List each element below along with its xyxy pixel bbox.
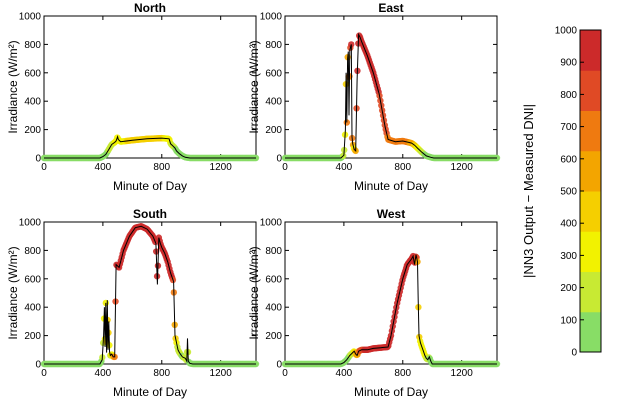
- y-tick-label: 0: [276, 360, 282, 371]
- series-line: [285, 32, 497, 159]
- x-tick-label: 1200: [210, 162, 233, 173]
- panel-west: 0 200 400 600 800 1000 0 400 800 1200 West Minute o…: [247, 207, 501, 399]
- y-tick-label: 600: [24, 274, 41, 285]
- y-tick-label: 600: [265, 274, 282, 285]
- y-tick-label: 200: [24, 331, 41, 342]
- panel-north: 0 200 400 600 800 1000 0 400 800 1200 North Minute …: [6, 1, 260, 193]
- y-axis-label: Irradiance (W/m²): [247, 40, 261, 133]
- chart-title: East: [378, 1, 403, 15]
- y-tick-label: 1000: [260, 12, 283, 23]
- colorbar-segment: [580, 191, 601, 232]
- plot-frame: [43, 15, 257, 159]
- y-tick-label: 1000: [19, 12, 42, 23]
- colorbar-tick-label: 700: [560, 122, 577, 133]
- y-tick-label: 800: [24, 40, 41, 51]
- y-tick-label: 0: [35, 360, 41, 371]
- x-tick-label: 400: [336, 162, 353, 173]
- colorbar-tick-label: 200: [560, 283, 577, 294]
- y-tick-label: 1000: [260, 218, 283, 229]
- plot-frame: [43, 221, 257, 365]
- colorbar-segment: [580, 271, 601, 313]
- x-axis-label: Minute of Day: [113, 385, 187, 399]
- series-line: [44, 225, 256, 365]
- plot-frame: [284, 221, 498, 365]
- plot-frame: [284, 15, 498, 159]
- y-tick-label: 200: [265, 331, 282, 342]
- x-tick-label: 400: [95, 162, 112, 173]
- chart-title: West: [377, 207, 405, 221]
- colorbar-tick-label: 600: [560, 154, 577, 165]
- error-markers: [40, 223, 260, 368]
- colorbar-segment: [580, 30, 601, 71]
- colorbar-segment: [580, 110, 601, 152]
- x-tick-label: 1200: [210, 368, 233, 379]
- x-axis-label: Minute of Day: [354, 179, 428, 193]
- x-tick-label: 400: [336, 368, 353, 379]
- colorbar-segment: [580, 311, 601, 353]
- colorbar-segment: [580, 231, 601, 272]
- y-tick-label: 800: [265, 246, 282, 257]
- x-tick-label: 1200: [451, 162, 474, 173]
- colorbar-tick-label: 800: [560, 90, 577, 101]
- x-tick-label: 0: [282, 368, 288, 379]
- x-tick-label: 800: [394, 368, 411, 379]
- y-tick-label: 200: [265, 125, 282, 136]
- x-tick-label: 0: [282, 162, 288, 173]
- x-tick-label: 400: [95, 368, 112, 379]
- x-tick-label: 0: [41, 162, 47, 173]
- x-axis-label: Minute of Day: [113, 179, 187, 193]
- panel-south: 0 200 400 600 800 1000 0 400 800 1200 South Minute …: [6, 207, 260, 399]
- y-tick-label: 400: [265, 303, 282, 314]
- colorbar-tick-label: 1000: [555, 26, 578, 37]
- colorbar-tick-label: 300: [560, 251, 577, 262]
- y-axis-label: Irradiance (W/m²): [6, 246, 20, 339]
- chart-title: South: [133, 207, 167, 221]
- x-tick-label: 800: [394, 162, 411, 173]
- y-tick-label: 800: [265, 40, 282, 51]
- y-tick-label: 1000: [19, 218, 42, 229]
- y-axis-label: Irradiance (W/m²): [6, 40, 20, 133]
- x-tick-label: 800: [153, 162, 170, 173]
- y-tick-label: 0: [276, 154, 282, 165]
- colorbar-segment: [580, 150, 601, 192]
- y-tick-label: 600: [265, 68, 282, 79]
- x-tick-label: 800: [153, 368, 170, 379]
- colorbar-tick-label: 400: [560, 219, 577, 230]
- colorbar-tick-label: 0: [571, 348, 577, 359]
- y-tick-label: 200: [24, 125, 41, 136]
- x-tick-label: 0: [41, 368, 47, 379]
- chart-title: North: [134, 1, 166, 15]
- colorbar-tick-label: 100: [560, 315, 577, 326]
- series-line: [285, 254, 497, 365]
- y-tick-label: 0: [35, 154, 41, 165]
- y-tick-label: 600: [24, 68, 41, 79]
- panel-east: 0 200 400 600 800 1000 0 400 800 1200 East Minute o…: [247, 1, 501, 193]
- series-line: [44, 134, 256, 159]
- error-markers: [281, 32, 501, 162]
- x-tick-label: 1200: [451, 368, 474, 379]
- y-tick-label: 400: [24, 303, 41, 314]
- colorbar-segment: [580, 70, 601, 111]
- error-markers: [281, 252, 501, 368]
- colorbar-tick-label: 900: [560, 58, 577, 69]
- y-tick-label: 400: [265, 97, 282, 108]
- y-tick-label: 400: [24, 97, 41, 108]
- colorbar-label: |NN3 Output − Measured DNI|: [521, 104, 536, 278]
- colorbar-tick-label: 500: [560, 187, 577, 198]
- y-axis-label: Irradiance (W/m²): [247, 246, 261, 339]
- x-axis-label: Minute of Day: [354, 385, 428, 399]
- y-tick-label: 800: [24, 246, 41, 257]
